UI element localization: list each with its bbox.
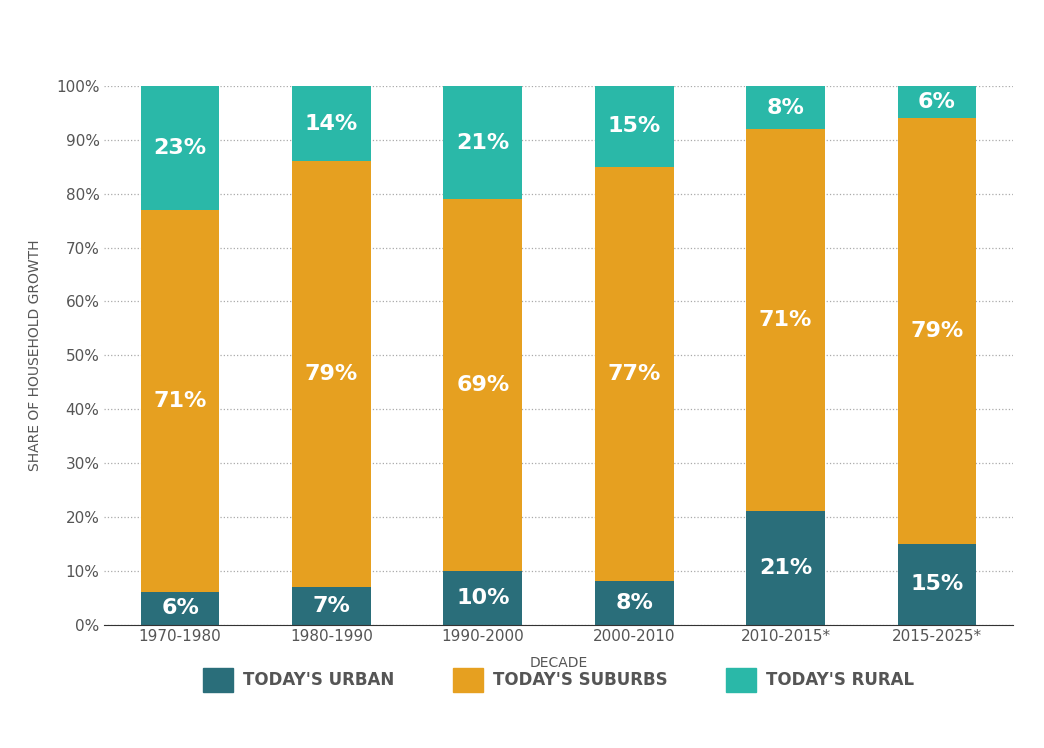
Text: Share of Household Growth by Decade: Share of Household Growth by Decade: [195, 26, 922, 60]
Text: 7%: 7%: [312, 595, 351, 616]
Bar: [292, 587, 371, 625]
Bar: [444, 571, 522, 625]
Bar: [898, 86, 976, 118]
Text: 77%: 77%: [608, 364, 661, 384]
Text: 21%: 21%: [456, 132, 509, 153]
Bar: [746, 512, 825, 625]
Y-axis label: SHARE OF HOUSEHOLD GROWTH: SHARE OF HOUSEHOLD GROWTH: [28, 239, 42, 471]
Text: 79%: 79%: [910, 321, 964, 341]
Text: 69%: 69%: [456, 375, 509, 395]
Bar: [141, 592, 219, 625]
Text: 10%: 10%: [456, 588, 509, 607]
Text: 21%: 21%: [759, 558, 812, 578]
Text: 14%: 14%: [305, 114, 358, 134]
Legend: TODAY'S URBAN, TODAY'S SUBURBS, TODAY'S RURAL: TODAY'S URBAN, TODAY'S SUBURBS, TODAY'S …: [196, 662, 921, 699]
Text: 23%: 23%: [153, 138, 207, 158]
Bar: [141, 210, 219, 592]
Bar: [444, 199, 522, 571]
X-axis label: DECADE: DECADE: [529, 655, 588, 669]
Text: 8%: 8%: [615, 593, 654, 613]
Bar: [898, 118, 976, 544]
Text: 6%: 6%: [161, 598, 199, 619]
Bar: [898, 544, 976, 625]
Text: 15%: 15%: [910, 574, 964, 594]
Bar: [595, 581, 673, 625]
Bar: [595, 86, 673, 167]
Text: 15%: 15%: [608, 117, 661, 136]
Bar: [595, 167, 673, 581]
Bar: [292, 162, 371, 587]
Text: 8%: 8%: [766, 97, 805, 117]
Bar: [141, 86, 219, 210]
Text: 71%: 71%: [759, 310, 812, 331]
Bar: [746, 129, 825, 512]
Bar: [292, 86, 371, 162]
Text: 79%: 79%: [305, 364, 358, 384]
Bar: [444, 86, 522, 199]
Bar: [746, 86, 825, 129]
Text: 71%: 71%: [153, 391, 207, 411]
Text: 6%: 6%: [918, 92, 956, 112]
